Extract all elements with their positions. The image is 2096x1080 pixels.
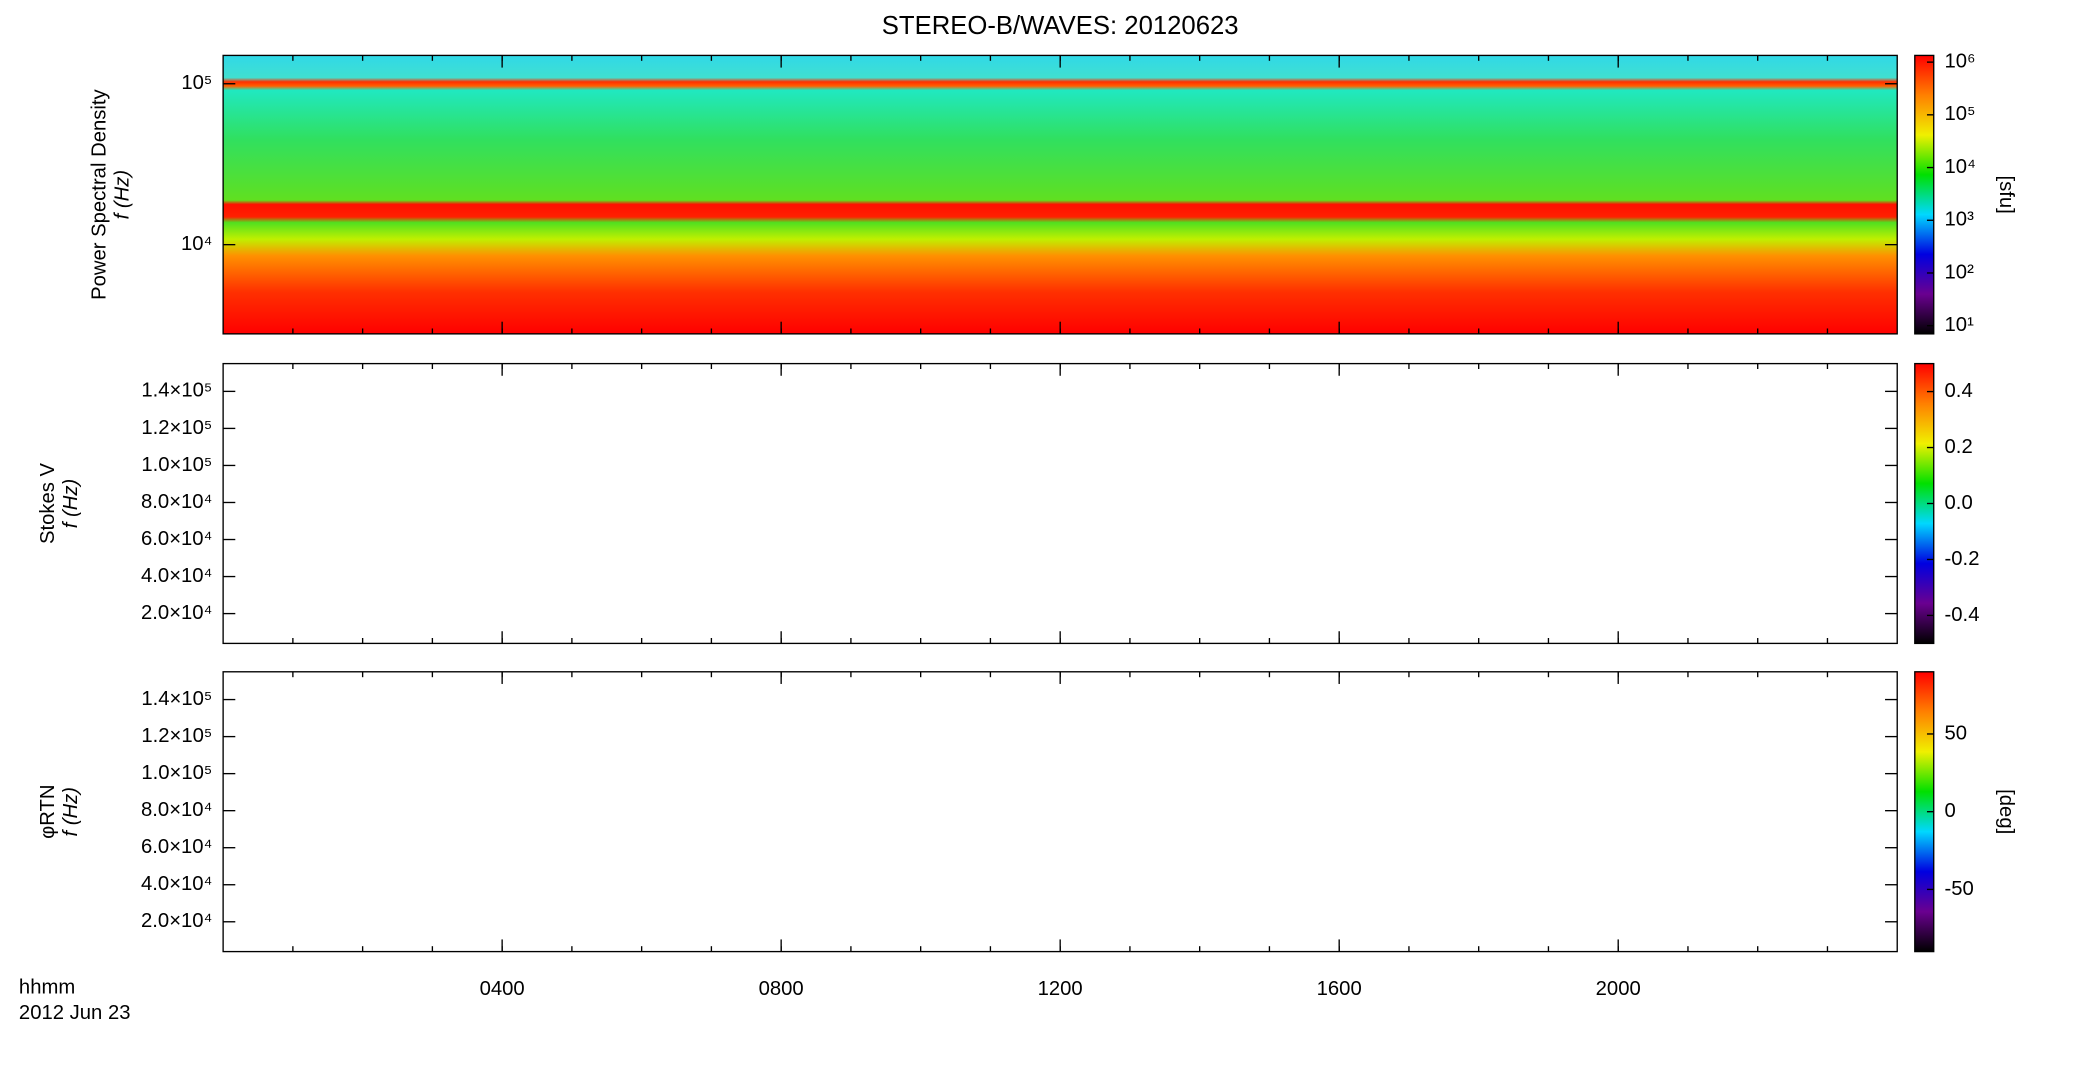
x-axis-label: hhmm — [19, 976, 75, 998]
colorbar-tick-label: 0.4 — [1945, 380, 1973, 402]
colorbar-tick-label: -0.2 — [1945, 548, 1980, 570]
y-tick-label: 4.0×10⁴ — [141, 873, 212, 895]
y-axis-title: Power Spectral Density — [88, 88, 110, 299]
plot-frame — [222, 362, 1898, 645]
x-tick-label: 0400 — [480, 978, 525, 1000]
colorbar-tick-label: 10¹ — [1945, 314, 1975, 336]
x-tick-label: 1200 — [1038, 978, 1083, 1000]
y-tick-label: 1.4×10⁵ — [141, 380, 212, 402]
y-tick-label: 8.0×10⁴ — [141, 799, 212, 821]
y-tick-label: 2.0×10⁴ — [141, 910, 212, 932]
y-axis-unit: f (Hz) — [111, 170, 133, 220]
y-axis-unit: f (Hz) — [60, 479, 82, 529]
colorbar-tick-label: 10⁴ — [1945, 156, 1976, 178]
colorbar-tick-label: 0.2 — [1945, 436, 1973, 458]
y-tick-label: 1.2×10⁵ — [141, 417, 212, 439]
y-tick-label: 1.0×10⁵ — [141, 762, 212, 784]
colorbar-tick-label: -0.4 — [1945, 604, 1980, 626]
y-tick-label: 10⁴ — [181, 233, 212, 255]
colorbar — [1914, 54, 1935, 335]
chart-title: STEREO-B/WAVES: 20120623 — [882, 12, 1239, 40]
y-tick-label: 8.0×10⁴ — [141, 491, 212, 513]
x-axis-date: 2012 Jun 23 — [19, 1002, 131, 1024]
y-tick-label: 1.0×10⁵ — [141, 454, 212, 476]
x-tick-label: 2000 — [1596, 978, 1641, 1000]
colorbar-tick-label: 0.0 — [1945, 492, 1973, 514]
y-tick-label: 10⁵ — [181, 72, 212, 94]
x-tick-label: 1600 — [1317, 978, 1362, 1000]
colorbar-tick-label: -50 — [1945, 878, 1974, 900]
colorbar-tick-label: 10⁵ — [1945, 103, 1976, 125]
colorbar-tick-label: 0 — [1945, 800, 1956, 822]
x-tick-label: 0800 — [759, 978, 804, 1000]
spectrogram — [223, 55, 1898, 334]
y-axis-title: φRTN — [37, 784, 59, 838]
colorbar-tick-label: 10⁶ — [1945, 50, 1976, 72]
y-axis-title: Stokes V — [37, 462, 59, 544]
y-tick-label: 1.2×10⁵ — [141, 725, 212, 747]
y-tick-label: 2.0×10⁴ — [141, 602, 212, 624]
y-tick-label: 6.0×10⁴ — [141, 528, 212, 550]
colorbar-label: [sfu] — [1995, 175, 2017, 213]
colorbar-tick-label: 50 — [1945, 722, 1968, 744]
y-axis-unit: f (Hz) — [60, 787, 82, 837]
colorbar-tick-label: 10² — [1945, 261, 1975, 283]
y-tick-label: 1.4×10⁵ — [141, 688, 212, 710]
colorbar-label: [deg] — [1995, 789, 2017, 834]
y-tick-label: 4.0×10⁴ — [141, 565, 212, 587]
colorbar-tick-label: 10³ — [1945, 209, 1975, 231]
y-tick-label: 6.0×10⁴ — [141, 836, 212, 858]
plot-frame — [222, 671, 1898, 953]
